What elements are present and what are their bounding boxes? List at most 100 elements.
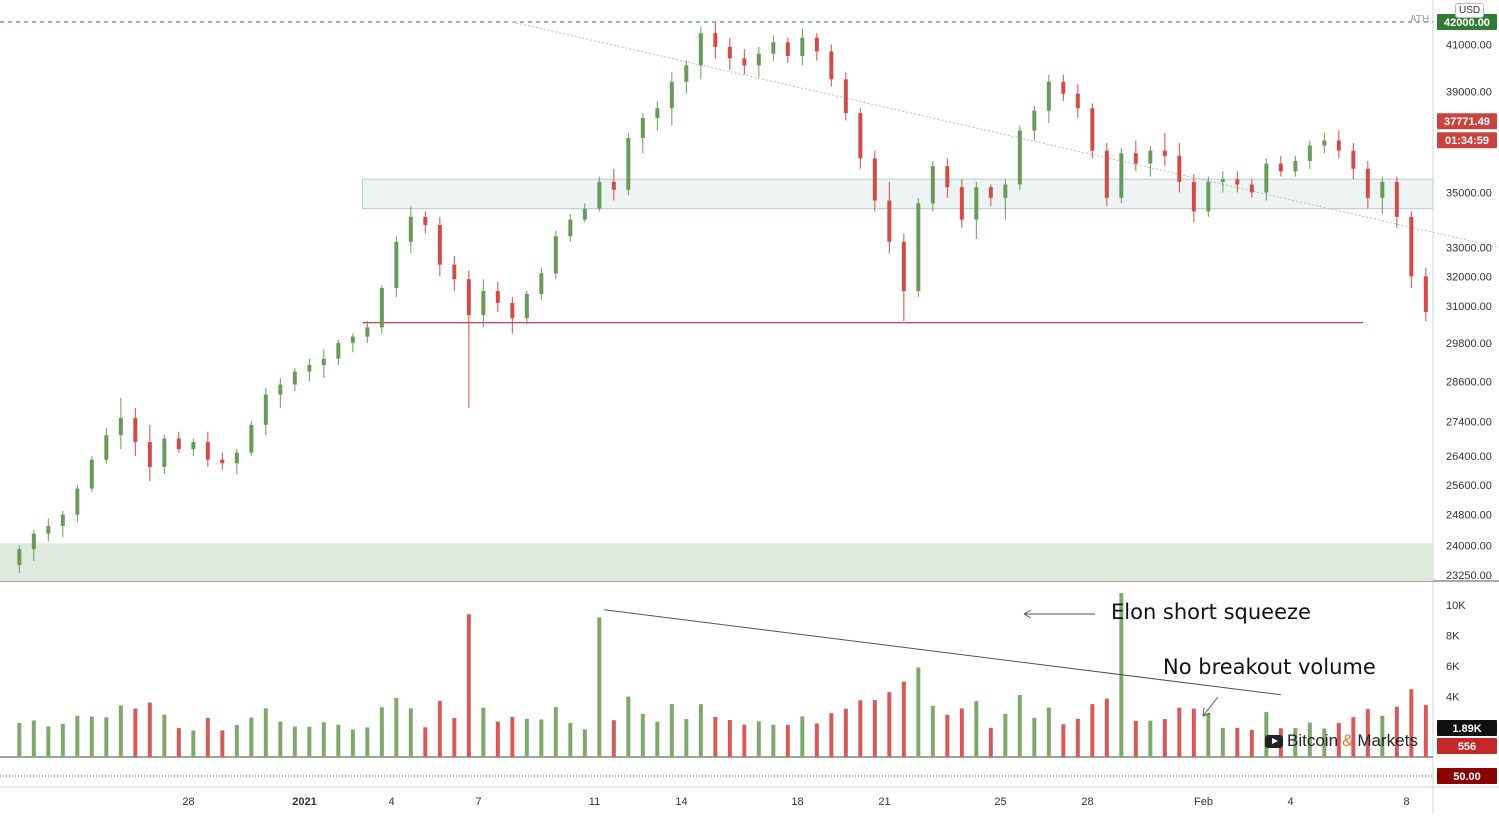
volume-bar: [626, 696, 631, 757]
time-tick-label: 2021: [292, 796, 316, 808]
price-tick-label: 33000.00: [1446, 242, 1492, 254]
volume-tick-label: 6K: [1446, 661, 1460, 673]
volume-bar-tag: 556: [1458, 741, 1476, 753]
volume-bar: [1206, 713, 1211, 757]
volume-bar: [466, 614, 471, 757]
candle-body: [800, 37, 805, 57]
candle-body: [742, 58, 747, 66]
ath-price-tag-bg: [1437, 14, 1497, 31]
volume-bar: [162, 714, 167, 757]
candle-body: [495, 290, 500, 303]
volume-bar: [669, 704, 674, 757]
volume-bar: [307, 726, 312, 757]
currency-badge[interactable]: USD: [1455, 3, 1485, 18]
candle-body: [1249, 184, 1254, 193]
volume-bar: [916, 667, 921, 757]
candle-body: [713, 33, 718, 47]
annotation-no-breakout-volume: No breakout volume: [1163, 655, 1376, 679]
volume-bar: [437, 700, 442, 757]
volume-bar: [1090, 704, 1095, 757]
candle-body: [582, 208, 587, 220]
candle-body: [1032, 110, 1037, 131]
candle-body: [75, 488, 80, 515]
volume-bar: [698, 704, 703, 757]
time-tick-label: 28: [182, 796, 194, 808]
ma-value-tag-bg: [1437, 768, 1497, 784]
candle-body: [147, 442, 152, 467]
candle-body: [263, 394, 268, 425]
candle-body: [365, 327, 370, 337]
volume-bar: [1061, 724, 1066, 757]
last-price-tag: 37771.49: [1444, 116, 1490, 128]
volume-bar: [481, 707, 486, 757]
time-tick-label: 4: [388, 796, 394, 808]
volume-bar: [1336, 723, 1341, 757]
candle-body: [1423, 276, 1428, 313]
volume-bar: [1365, 709, 1370, 757]
candle-body: [452, 264, 457, 280]
price-tick-label: 24000.00: [1446, 540, 1492, 552]
volume-bar: [524, 718, 529, 757]
candle-body: [1061, 81, 1066, 94]
time-tick-label: 4: [1287, 796, 1293, 808]
arrow-head-icon: [1202, 707, 1211, 717]
price-tick-label: 26400.00: [1446, 451, 1492, 463]
volume-bar: [205, 717, 210, 757]
volume-bar: [89, 716, 94, 757]
volume-bar: [1249, 729, 1254, 757]
volume-bar: [1394, 706, 1399, 757]
ma-value-tag: 50.00: [1453, 771, 1481, 783]
candle-body: [1075, 93, 1080, 109]
candle-body: [1365, 168, 1370, 198]
volume-last-tag: 1.89K: [1452, 723, 1481, 735]
price-tick-label: 23250.00: [1446, 570, 1492, 582]
candle-body: [553, 236, 558, 274]
volume-bar: [887, 692, 892, 757]
candle-body: [1351, 150, 1356, 169]
volume-bar: [1003, 713, 1008, 757]
volume-bar: [60, 723, 65, 757]
candle-body: [278, 384, 283, 395]
candle-body: [568, 219, 573, 237]
volume-last-tag-bg: [1437, 720, 1497, 736]
volume-bar: [901, 681, 906, 757]
price-tick-label: 27400.00: [1446, 416, 1492, 428]
candle-body: [684, 65, 689, 82]
candle-body: [394, 241, 399, 289]
volume-bar: [771, 724, 776, 757]
candle-body: [1162, 150, 1167, 156]
annotation-elon-short-squeeze: Elon short squeeze: [1111, 600, 1311, 624]
candle-body: [481, 290, 486, 316]
candle-body: [133, 417, 138, 443]
volume-bar: [1351, 717, 1356, 757]
candle-body: [1394, 181, 1399, 217]
countdown-tag: 01:34:59: [1445, 135, 1489, 147]
volume-bar: [133, 708, 138, 757]
volume-bar: [1046, 707, 1051, 757]
volume-bar: [1235, 727, 1240, 757]
candle-body: [597, 181, 602, 209]
time-tick-label: 25: [994, 796, 1006, 808]
candle-body: [669, 81, 674, 109]
volume-bar: [684, 719, 689, 757]
volume-bar: [118, 705, 123, 757]
candle-body: [1278, 163, 1283, 172]
brand-name-prefix: Bitcoin: [1287, 731, 1339, 750]
volume-bar: [234, 725, 239, 757]
volume-bar: [988, 727, 993, 757]
candle-body: [1235, 179, 1240, 185]
volume-bar: [350, 729, 355, 757]
volume-bar: [17, 722, 22, 757]
volume-bar: [1032, 717, 1037, 757]
candle-body: [756, 53, 761, 66]
candle-body: [1380, 181, 1385, 198]
candle-body: [727, 46, 732, 59]
brand-watermark: Bitcoin & Markets: [1265, 731, 1418, 751]
volume-bar: [510, 716, 515, 757]
price-tick-label: 41000.00: [1446, 40, 1492, 52]
candle-body: [1293, 160, 1298, 172]
volume-bar: [1409, 689, 1414, 757]
volume-bar: [785, 725, 790, 757]
candle-body: [959, 187, 964, 220]
